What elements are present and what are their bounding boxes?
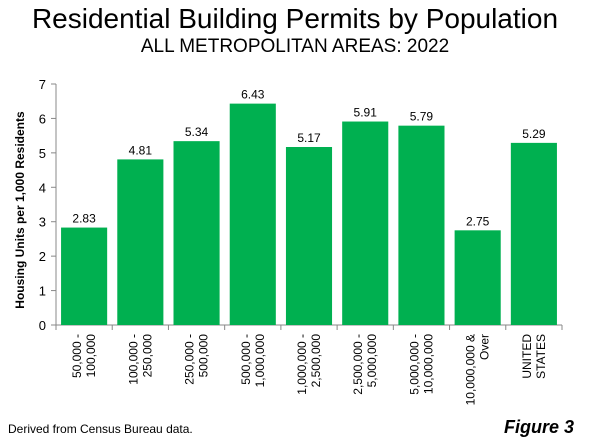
x-tick-label-line: 2,500,000 -	[351, 334, 365, 395]
y-tick-label: 7	[39, 77, 46, 92]
bar	[510, 142, 557, 325]
x-tick-label-line: 10,000,000	[421, 334, 435, 394]
x-tick-label-line: 100,000	[84, 334, 98, 378]
x-tick-label-line: 5,000,000 -	[407, 334, 421, 395]
x-tick-label-line: 250,000	[140, 334, 154, 378]
y-tick-label: 3	[39, 215, 46, 230]
x-tick-label-line: Over	[478, 334, 492, 360]
x-tick-label: 250,000 -500,000	[183, 334, 211, 385]
y-tick-label: 5	[39, 146, 46, 161]
x-tick-label-line: 100,000 -	[126, 334, 140, 385]
y-tick-label: 6	[39, 111, 46, 126]
x-tick-label: 5,000,000 -10,000,000	[407, 334, 435, 395]
bar	[342, 121, 389, 325]
x-tick-label-line: 1,000,000 -	[295, 334, 309, 395]
data-label: 5.91	[354, 106, 378, 120]
bar	[117, 159, 164, 325]
x-tick-label: 500,000 -1,000,000	[239, 334, 267, 388]
data-label: 2.75	[466, 214, 490, 228]
chart-title: Residential Building Permits by Populati…	[31, 3, 559, 34]
x-tick-label-line: 10,000,000 &	[464, 334, 478, 405]
x-tick-label-line: STATES	[534, 334, 548, 379]
x-tick-label: 10,000,000 & Over	[464, 334, 492, 405]
x-tick-label: 1,000,000 -2,500,000	[295, 334, 323, 395]
x-tick-label-line: 250,000 -	[183, 334, 197, 385]
source-note: Derived from Census Bureau data.	[8, 422, 193, 436]
data-label: 6.43	[241, 88, 265, 102]
x-tick-label: 100,000 -250,000	[126, 334, 154, 385]
x-tick-label-line: UNITED	[520, 334, 534, 379]
data-label: 5.29	[522, 127, 546, 141]
chart-subtitle: ALL METROPOLITAN AREAS: 2022	[140, 36, 450, 57]
y-tick-label: 0	[39, 318, 46, 333]
data-label: 4.81	[129, 143, 153, 157]
x-tick-label: 50,000 -100,000	[70, 334, 98, 378]
x-tick-label-line: 50,000 -	[70, 334, 84, 378]
bar	[61, 227, 108, 325]
x-tick-label-line: 500,000	[197, 334, 211, 378]
x-tick-label-line: 5,000,000	[365, 334, 379, 388]
data-label: 5.17	[297, 131, 321, 145]
x-tick-label: UNITED STATES	[520, 334, 548, 379]
x-tick-label-line: 1,000,000	[253, 334, 267, 388]
data-label: 5.34	[185, 125, 209, 139]
y-tick-label: 1	[39, 284, 46, 299]
figure-label: Figure 3	[503, 417, 574, 437]
x-tick-label-line: 2,500,000	[309, 334, 323, 388]
bar	[454, 230, 501, 325]
y-tick-label: 2	[39, 249, 46, 264]
data-label: 5.79	[410, 110, 434, 124]
bar	[173, 141, 220, 325]
bar	[398, 125, 445, 325]
x-tick-label: 2,500,000 -5,000,000	[351, 334, 379, 395]
y-tick-label: 4	[39, 180, 46, 195]
bar	[229, 103, 276, 325]
x-tick-label-line: 500,000 -	[239, 334, 253, 385]
bar	[285, 147, 333, 325]
data-label: 2.83	[72, 212, 96, 226]
